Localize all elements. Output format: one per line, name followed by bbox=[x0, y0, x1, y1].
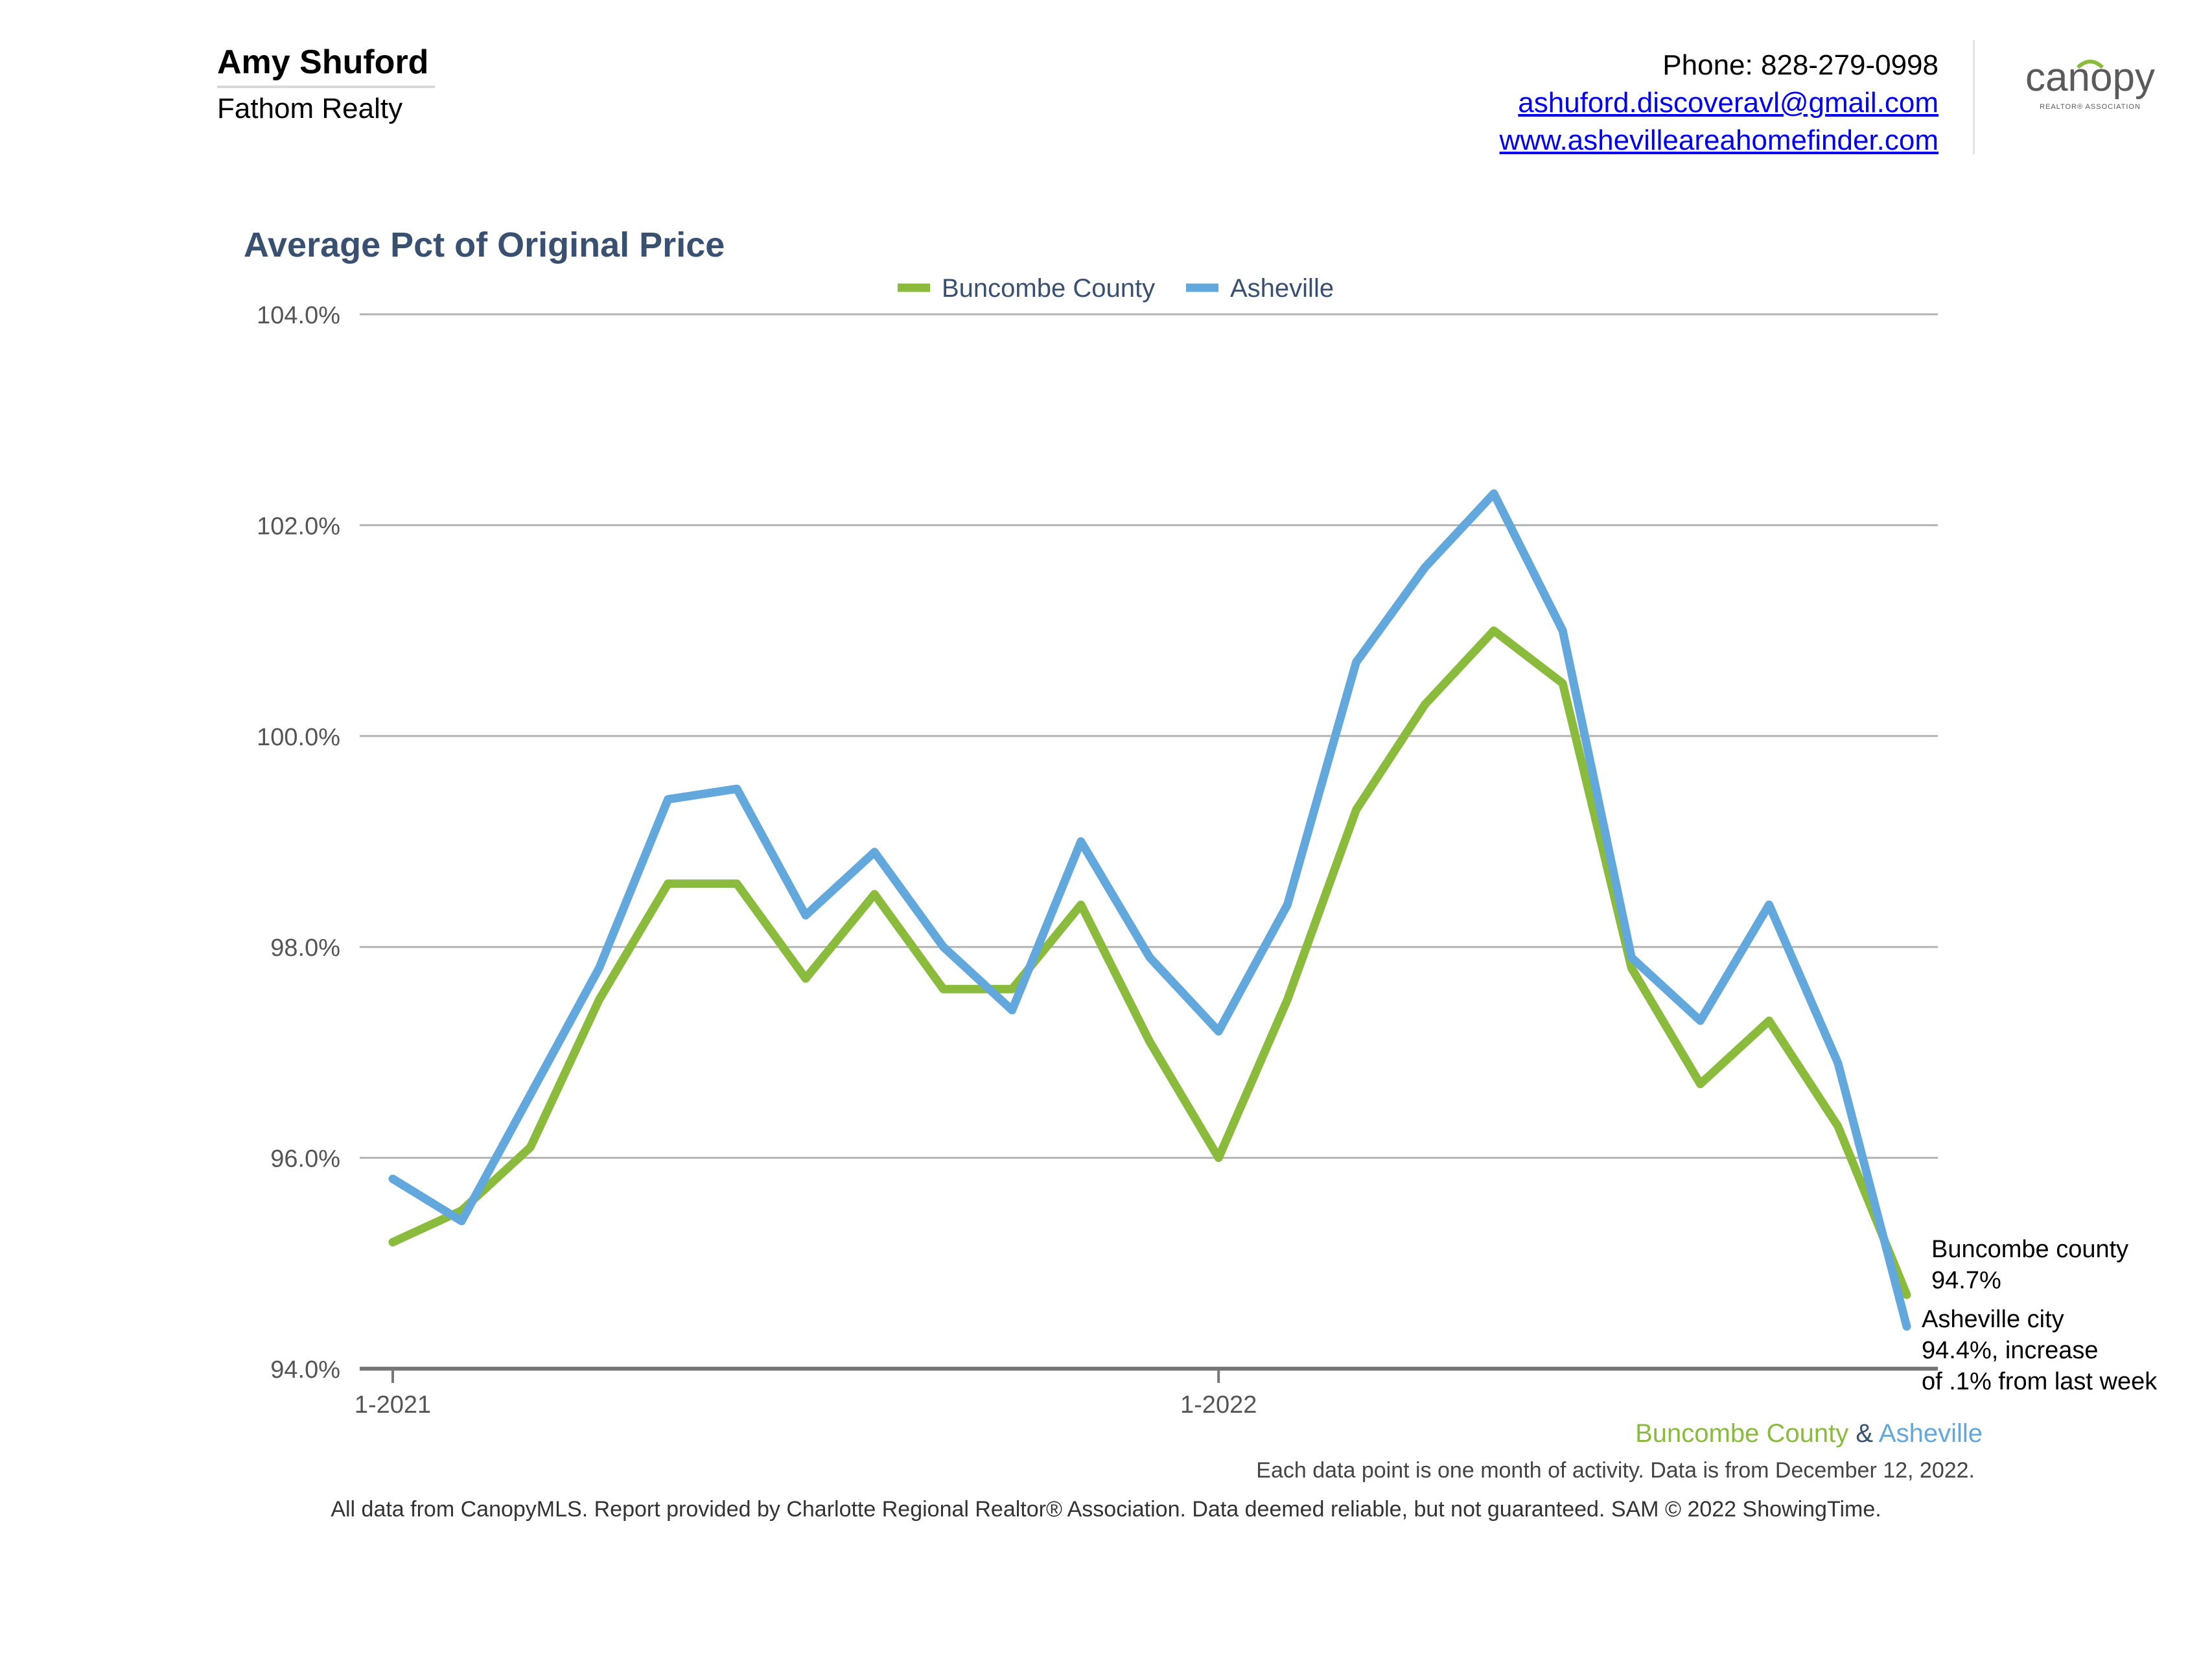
y-tick-label: 98.0% bbox=[270, 934, 340, 962]
annotation-line: 94.7% bbox=[1931, 1267, 2001, 1294]
header-divider bbox=[1973, 40, 1975, 154]
y-tick-label: 96.0% bbox=[270, 1146, 340, 1173]
canopy-logo: canopy REALTOR® ASSOCIATION bbox=[2025, 55, 2155, 111]
company-name: Fathom Realty bbox=[217, 93, 403, 124]
contact-block: Phone: 828-279-0998 ashuford.discoveravl… bbox=[1500, 47, 1938, 159]
y-axis-ticks: 94.0% 96.0% 98.0% 100.0% 102.0% 104.0% bbox=[257, 302, 340, 1384]
grid-lines bbox=[360, 313, 1938, 1159]
agent-name: Amy Shuford bbox=[217, 43, 429, 81]
footer-legend-ampersand: & bbox=[1856, 1419, 1874, 1448]
legend-label: Asheville bbox=[1230, 274, 1334, 303]
logo-arc-icon bbox=[2076, 60, 2104, 69]
agent-name-underline bbox=[217, 86, 435, 88]
annotation-line: Buncombe county bbox=[1931, 1236, 2128, 1263]
logo-subtext: REALTOR® ASSOCIATION bbox=[2040, 103, 2141, 111]
y-tick-label: 104.0% bbox=[257, 302, 340, 329]
chart-legend: Buncombe County Asheville bbox=[898, 274, 1334, 303]
footer-legend: Buncombe County & Asheville bbox=[1635, 1419, 1983, 1448]
chart-annotations: Buncombe county 94.7% Asheville city 94.4%,… bbox=[1922, 1236, 2158, 1395]
x-tick-label: 1-2021 bbox=[355, 1391, 431, 1419]
website-link[interactable]: www.ashevilleareahomefinder.com bbox=[1499, 124, 1938, 156]
chart-title: Average Pct of Original Price bbox=[244, 226, 725, 264]
footer-legend-asheville: Asheville bbox=[1878, 1419, 1983, 1448]
footer-legend-buncombe: Buncombe County bbox=[1635, 1419, 1849, 1448]
data-note: Each data point is one month of activity… bbox=[1256, 1458, 1975, 1483]
email-link[interactable]: ashuford.discoveravl@gmail.com bbox=[1518, 87, 1938, 119]
y-tick-label: 102.0% bbox=[257, 513, 340, 540]
x-axis: 1-2021 1-2022 bbox=[355, 1367, 1938, 1419]
annotation-line: of .1% from last week bbox=[1922, 1368, 2158, 1395]
annotation-line: Asheville city bbox=[1922, 1306, 2064, 1333]
series-line-asheville bbox=[388, 489, 1911, 1331]
series-line-buncombe-county bbox=[388, 626, 1911, 1299]
disclaimer: All data from CanopyMLS. Report provided… bbox=[331, 1497, 1881, 1522]
y-tick-label: 100.0% bbox=[257, 724, 340, 751]
annotation-line: 94.4%, increase bbox=[1922, 1337, 2099, 1364]
series-lines bbox=[388, 489, 1911, 1331]
y-tick-label: 94.0% bbox=[270, 1356, 340, 1384]
legend-label: Buncombe County bbox=[942, 274, 1155, 303]
phone-number: Phone: 828-279-0998 bbox=[1662, 49, 1938, 81]
x-tick-label: 1-2022 bbox=[1180, 1391, 1257, 1419]
